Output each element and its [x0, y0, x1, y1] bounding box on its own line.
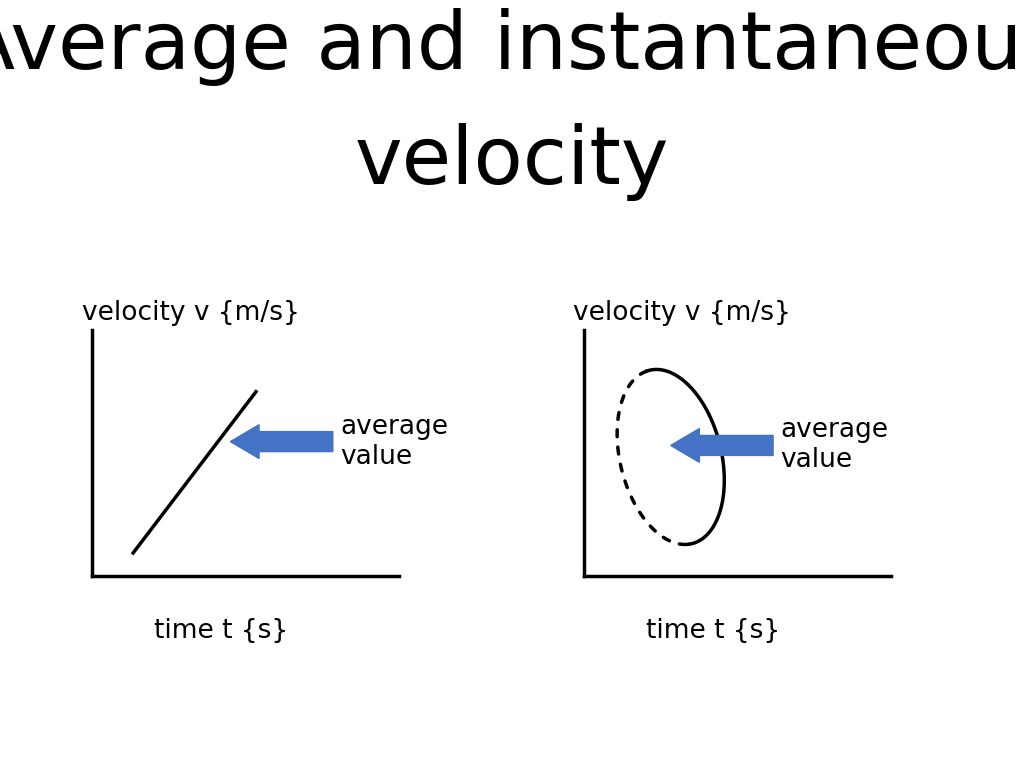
FancyArrow shape [230, 425, 333, 458]
Text: velocity v {m/s}: velocity v {m/s} [573, 300, 792, 326]
Text: time t {s}: time t {s} [646, 618, 779, 644]
Text: velocity v {m/s}: velocity v {m/s} [82, 300, 300, 326]
Text: Average and instantaneous: Average and instantaneous [0, 8, 1024, 86]
FancyArrow shape [671, 429, 773, 462]
Text: time t {s}: time t {s} [155, 618, 288, 644]
Text: average
value: average value [340, 414, 447, 469]
Text: velocity: velocity [354, 123, 670, 201]
Text: average
value: average value [780, 418, 888, 473]
